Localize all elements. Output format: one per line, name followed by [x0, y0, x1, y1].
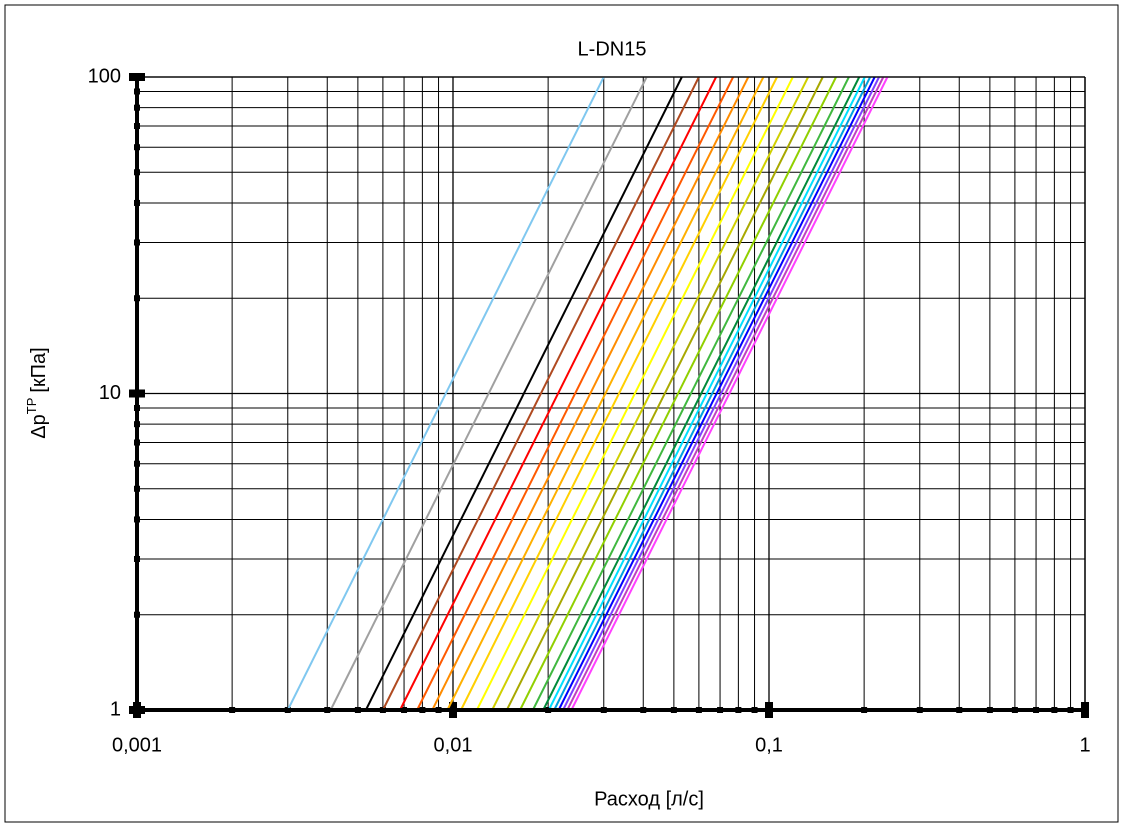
chart-title: L-DN15	[578, 38, 647, 60]
series-line	[364, 76, 683, 711]
y-label-symbol: Δp	[28, 414, 50, 438]
series-line	[416, 76, 735, 711]
series-line	[382, 76, 700, 711]
series-line	[562, 76, 880, 711]
series-line	[557, 76, 876, 711]
series-line	[399, 76, 717, 711]
series-line	[566, 76, 885, 711]
series-line	[446, 76, 765, 711]
series-line	[329, 76, 648, 711]
y-label-superscript: TP	[24, 398, 39, 415]
y-label-unit: [кПа]	[28, 347, 50, 392]
y-tick-label: 1	[110, 698, 121, 720]
series-line	[491, 76, 810, 711]
series-line	[505, 76, 824, 711]
y-tick-label: 10	[99, 382, 121, 404]
x-tick-label: 1	[1079, 734, 1090, 756]
x-tick-label: 0,01	[434, 734, 473, 756]
series-line	[542, 76, 861, 711]
series-line	[532, 76, 850, 711]
y-axis-label: ΔpTP [кПа]	[24, 347, 50, 438]
x-tick-label: 0,001	[112, 734, 162, 756]
series-line	[475, 76, 794, 711]
x-tick-label: 0,1	[755, 734, 783, 756]
series-line	[431, 76, 750, 711]
series-line	[553, 76, 872, 711]
series-line	[286, 76, 605, 711]
x-axis-label: Расход [л/с]	[594, 788, 704, 810]
series-line	[519, 76, 837, 711]
y-tick-label: 100	[88, 65, 121, 87]
series-line	[460, 76, 778, 711]
series-line	[570, 76, 889, 711]
series-line	[547, 76, 866, 711]
frame	[4, 4, 1119, 823]
